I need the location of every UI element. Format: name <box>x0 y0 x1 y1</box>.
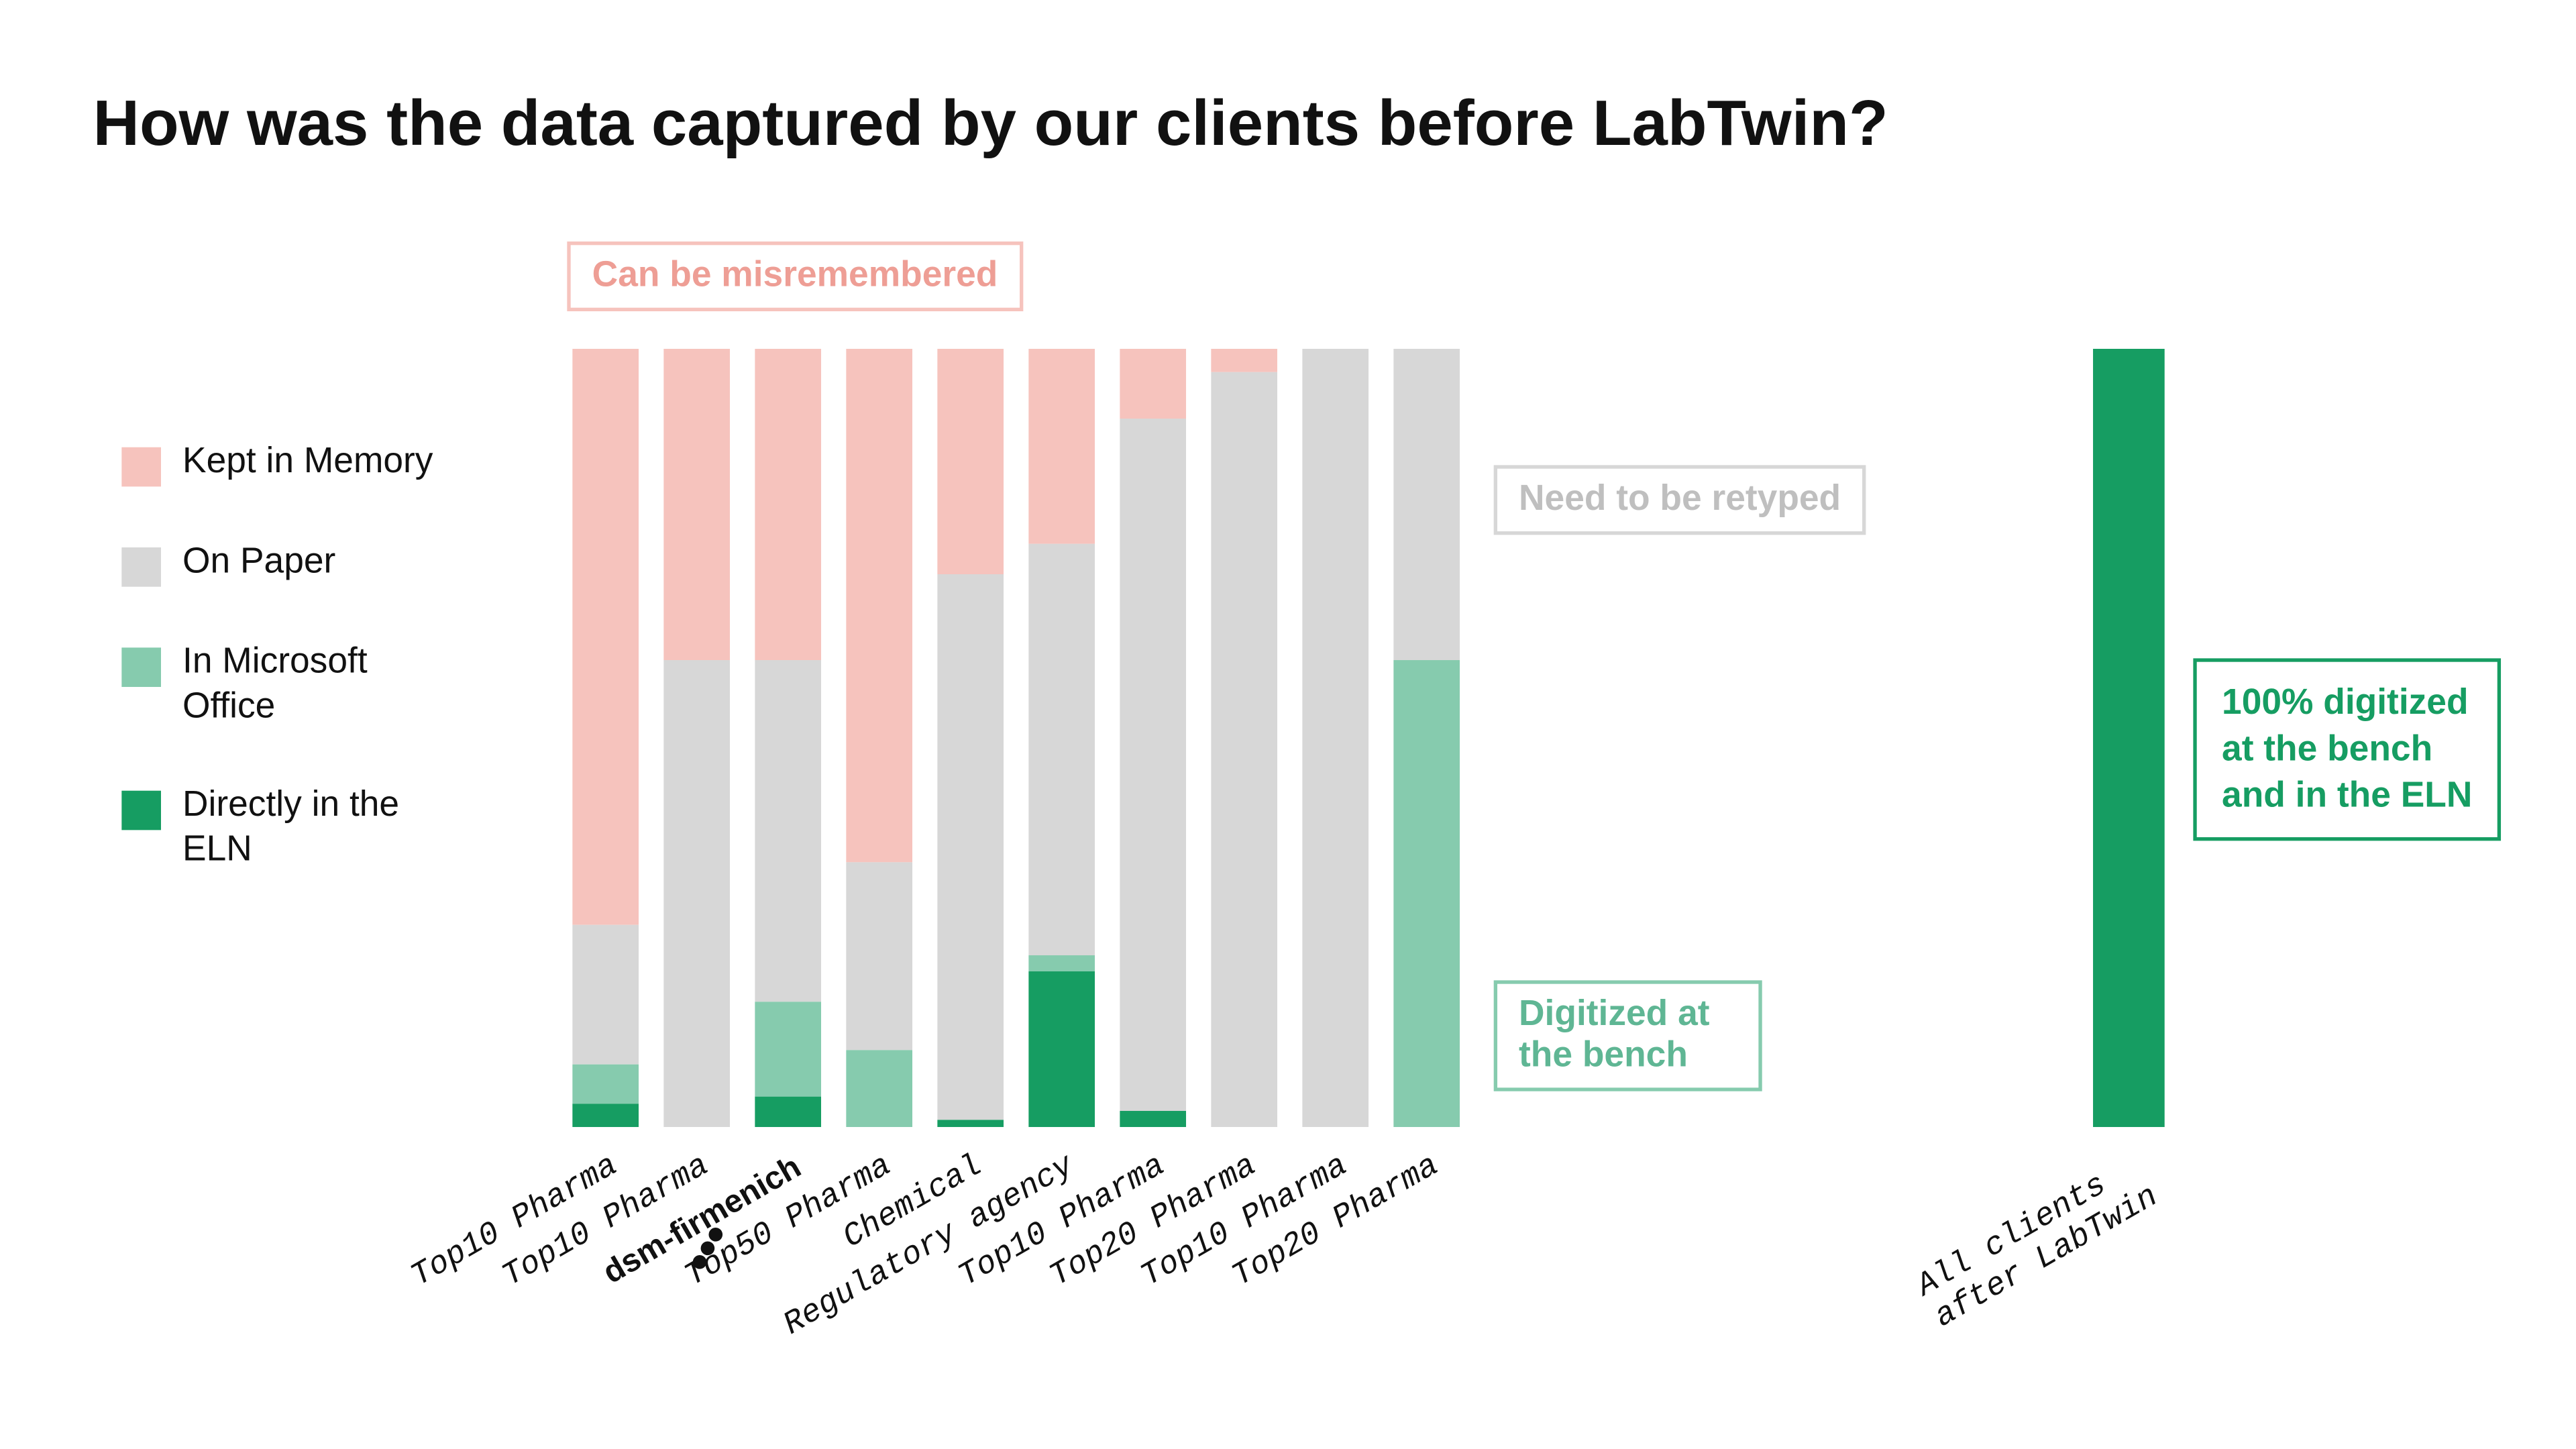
legend-swatch <box>121 647 161 687</box>
callout-digitized: Digitized at the bench <box>1494 980 1762 1091</box>
legend-label: In Microsoft Office <box>182 641 462 730</box>
bar-segment-ms_office <box>846 1049 912 1127</box>
bar <box>1028 349 1095 1127</box>
legend-swatch <box>121 447 161 487</box>
bar <box>1393 349 1460 1127</box>
legend-swatch <box>121 791 161 830</box>
bar-segment-on_paper <box>1211 372 1277 1127</box>
bar <box>663 349 730 1127</box>
legend-label: Directly in the ELN <box>182 784 462 873</box>
bar <box>937 349 1004 1127</box>
bar-segment-kept_in_memory <box>846 349 912 863</box>
callout-retyped: Need to be retyped <box>1494 465 1866 535</box>
legend: Kept in Memory On Paper In Microsoft Off… <box>121 440 462 926</box>
bar-segment-on_paper <box>937 574 1004 1119</box>
bar-segment-kept_in_memory <box>572 349 639 924</box>
bar-segment-kept_in_memory <box>663 349 730 660</box>
bar <box>846 349 912 1127</box>
legend-swatch <box>121 547 161 587</box>
bar-segment-kept_in_memory <box>1211 349 1277 372</box>
bar-segment-ms_office <box>572 1065 639 1104</box>
callout-misremembered: Can be misremembered <box>567 241 1022 311</box>
bar-segment-on_paper <box>755 660 821 1002</box>
legend-label: On Paper <box>182 540 335 585</box>
bar-segment-eln <box>572 1104 639 1127</box>
bar-segment-on_paper <box>572 924 639 1065</box>
after-bar <box>2093 349 2165 1127</box>
bar-segment-ms_office <box>1393 660 1460 1127</box>
bar <box>1302 349 1368 1127</box>
bar-segment-on_paper <box>1393 349 1460 660</box>
bar-segment-eln <box>1028 971 1095 1127</box>
bar <box>1120 349 1186 1127</box>
legend-item-eln: Directly in the ELN <box>121 784 462 873</box>
bar-segment-eln <box>1120 1112 1186 1127</box>
bar-segment-on_paper <box>663 660 730 1127</box>
bar-segment-on_paper <box>1028 543 1095 956</box>
bar-segment-ms_office <box>755 1002 821 1095</box>
stacked-bar-chart <box>572 349 1485 1127</box>
bar <box>755 349 821 1127</box>
page-title: How was the data captured by our clients… <box>93 86 1888 161</box>
legend-item-paper: On Paper <box>121 540 462 586</box>
bar-segment-ms_office <box>1028 956 1095 971</box>
bar-segment-on_paper <box>1120 419 1186 1111</box>
bar-segment-kept_in_memory <box>937 349 1004 574</box>
legend-item-office: In Microsoft Office <box>121 641 462 730</box>
bar-segment-eln <box>937 1119 1004 1127</box>
bar-segment-on_paper <box>846 863 912 1049</box>
bar <box>1211 349 1277 1127</box>
bar-segment-kept_in_memory <box>1028 349 1095 543</box>
bar-segment-kept_in_memory <box>1120 349 1186 419</box>
legend-item-memory: Kept in Memory <box>121 440 462 486</box>
bar <box>572 349 639 1127</box>
bar-segment-eln <box>755 1096 821 1127</box>
bar-segment-kept_in_memory <box>755 349 821 660</box>
legend-label: Kept in Memory <box>182 440 433 485</box>
bar-segment-on_paper <box>1302 349 1368 1127</box>
callout-after: 100% digitizedat the benchand in the ELN <box>2193 658 2501 841</box>
after-bar-segment <box>2093 349 2165 1127</box>
